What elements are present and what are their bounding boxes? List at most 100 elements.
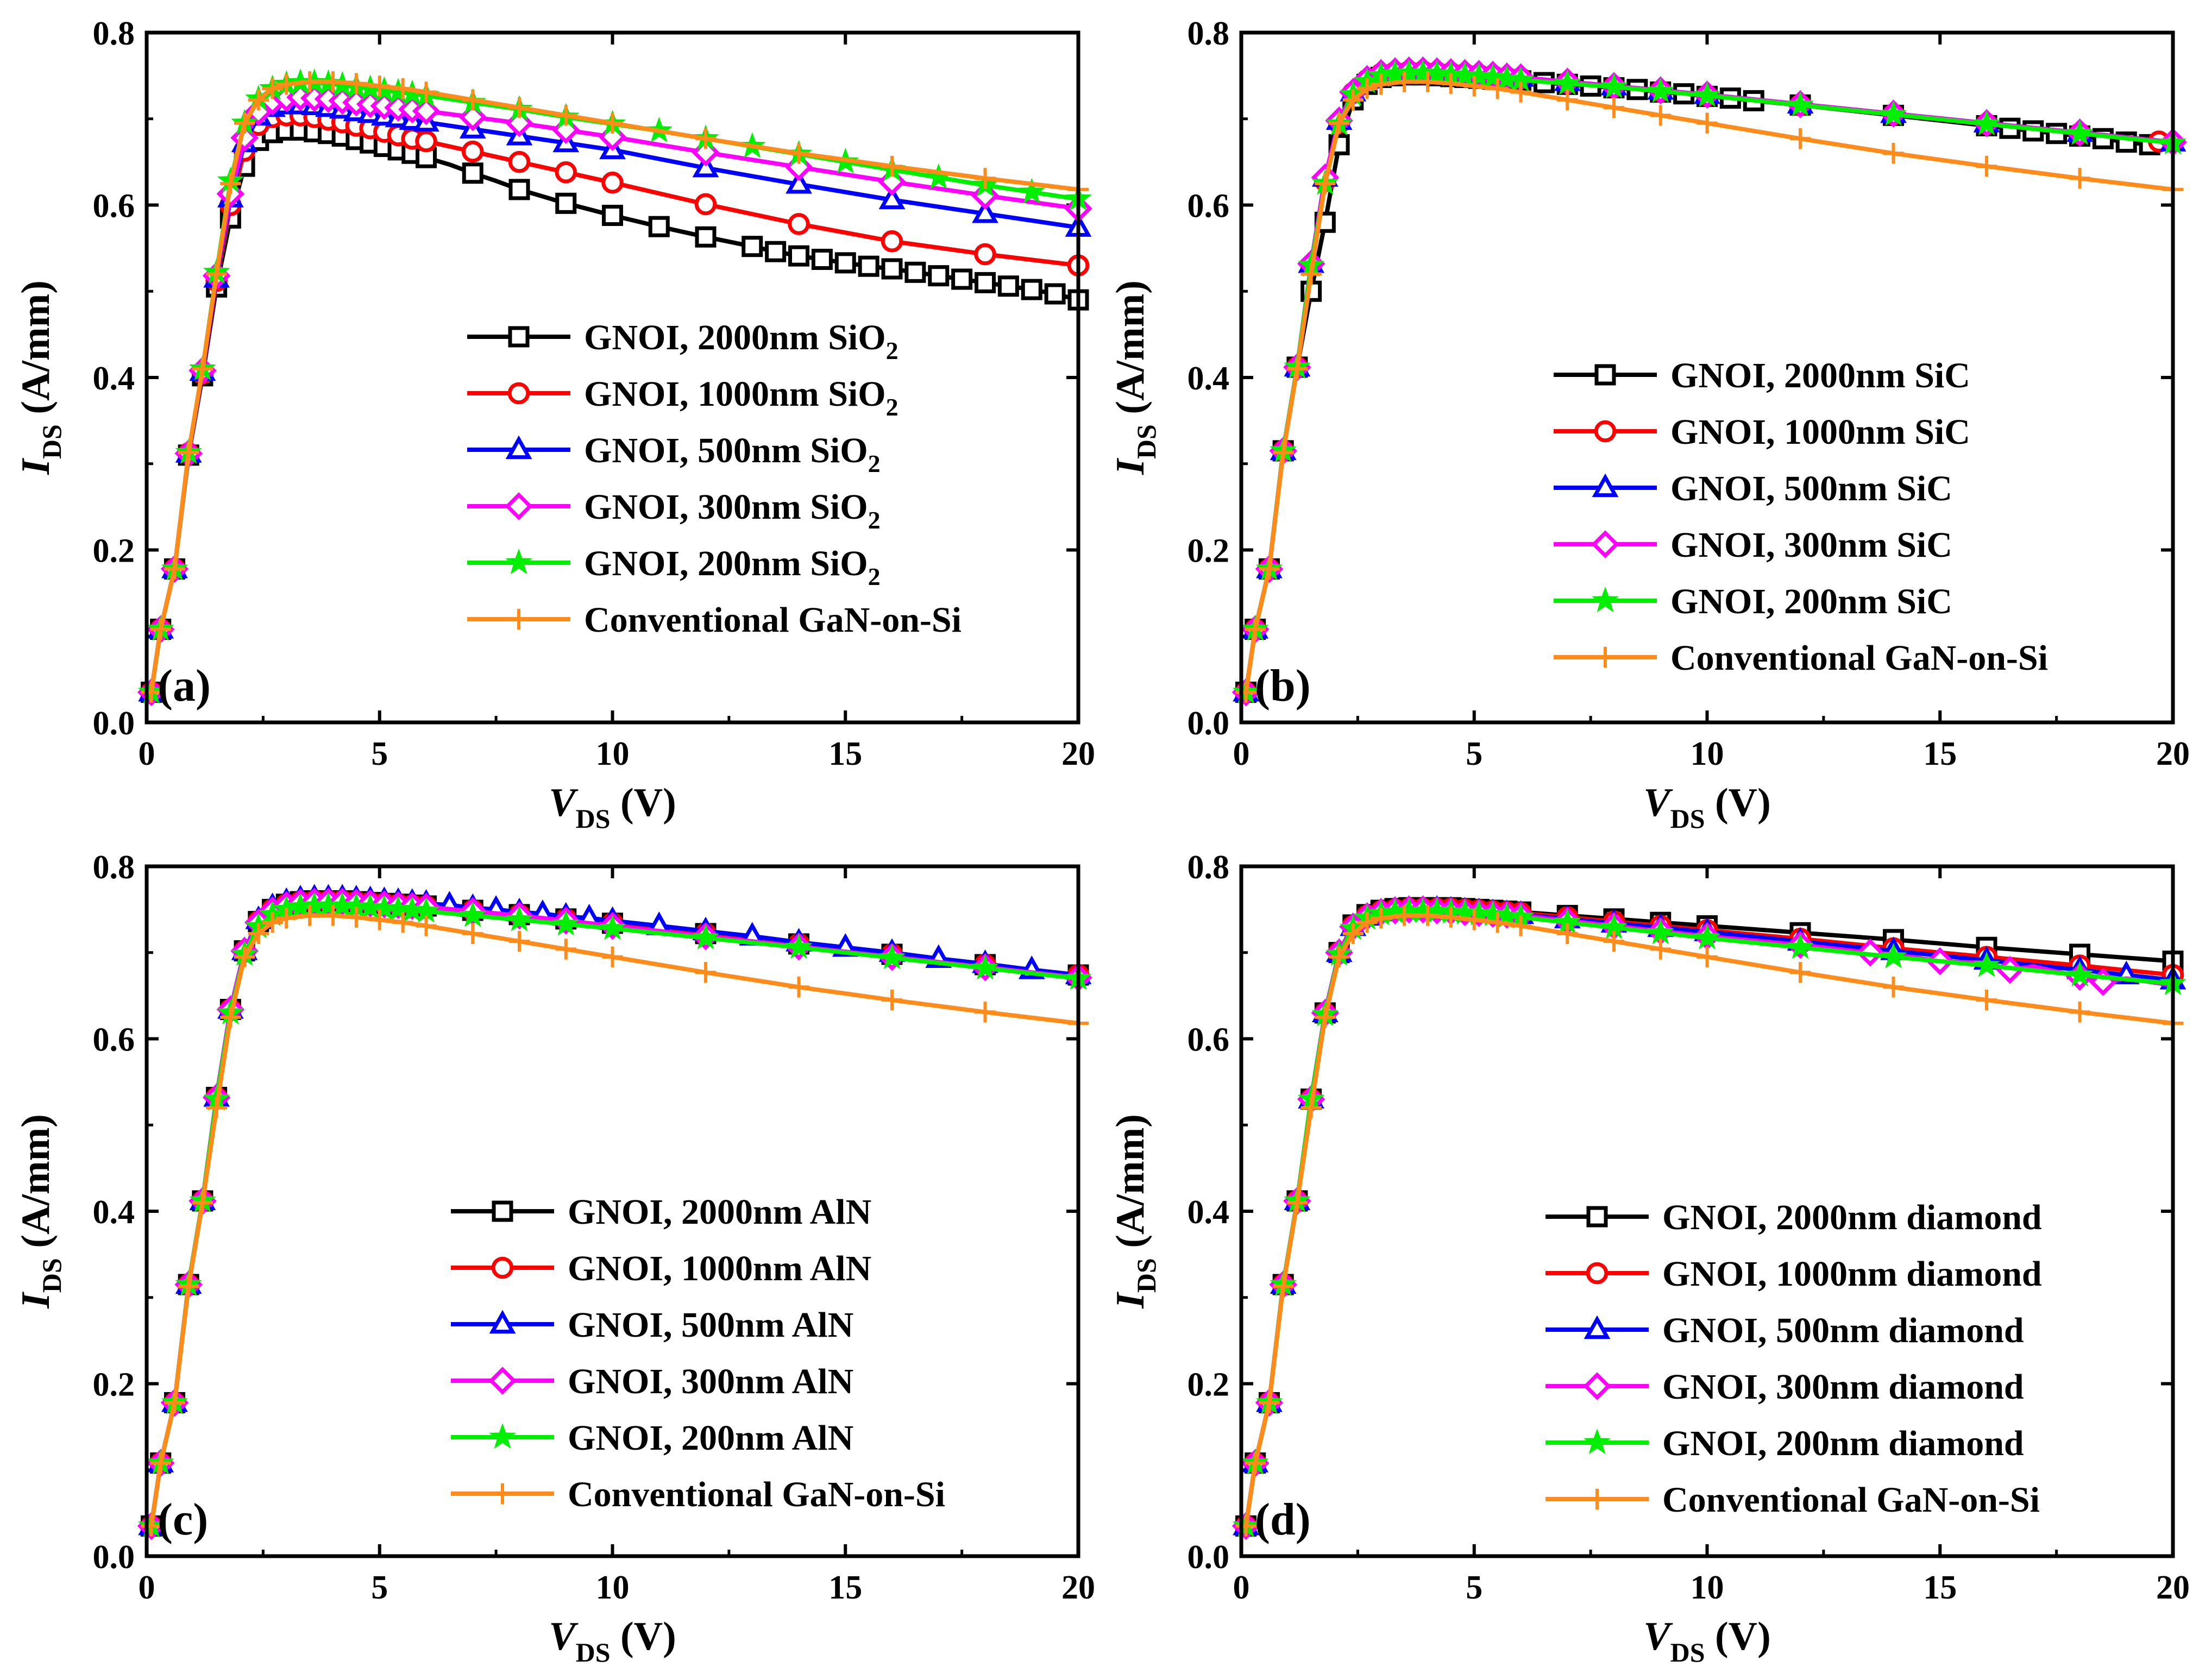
legend-marker <box>488 1367 517 1395</box>
legend-label: GNOI, 2000nm AlN <box>568 1192 871 1232</box>
data-point <box>1600 72 1628 99</box>
legend-label-main: Conventional GaN-on-Si <box>568 1475 945 1514</box>
data-point <box>602 946 623 967</box>
legend-label-sub: 2 <box>868 450 881 477</box>
data-point <box>1272 1275 1294 1297</box>
data-point <box>692 153 719 178</box>
x-tick-label: 0 <box>139 735 155 772</box>
data-point <box>972 199 998 223</box>
data-point <box>1487 78 1508 99</box>
data-point <box>1259 558 1280 580</box>
data-point <box>1440 73 1462 94</box>
x-axis-title-main: V <box>549 781 579 825</box>
y-axis-title-unit: (A/mm) <box>14 1114 58 1258</box>
legend-entry: GNOI, 1000nm AlN <box>451 1249 871 1288</box>
x-axis-title: VDS (V) <box>549 1614 676 1668</box>
data-point <box>975 168 996 189</box>
y-tick-label: 0.0 <box>1188 705 1230 742</box>
legend-entry: GNOI, 500nm SiO2 <box>467 431 881 477</box>
data-point <box>881 258 903 280</box>
data-point <box>462 923 483 945</box>
data-point <box>2069 168 2090 189</box>
y-tick-label: 0.6 <box>1188 188 1230 225</box>
legend-label-main: GNOI, 1000nm AlN <box>568 1249 871 1288</box>
data-point <box>997 275 1019 297</box>
x-tick-label: 10 <box>596 735 630 772</box>
legend-entry: GNOI, 2000nm diamond <box>1545 1198 2042 1237</box>
y-axis-title: IDS (A/mm) <box>14 1114 67 1309</box>
data-point <box>695 128 717 149</box>
x-tick-label: 20 <box>2156 735 2190 772</box>
data-point <box>1557 923 1578 945</box>
data-point <box>1479 63 1506 89</box>
data-point <box>508 930 530 952</box>
data-point <box>602 112 623 134</box>
legend-marker <box>489 1423 516 1449</box>
x-tick-label: 0 <box>1233 1569 1250 1606</box>
data-point <box>975 1002 996 1023</box>
data-point <box>811 249 833 270</box>
series-5 <box>141 71 1089 703</box>
y-axis-title: IDS (A/mm) <box>14 280 67 475</box>
data-point <box>164 558 185 580</box>
panel-label: (c) <box>158 1494 208 1545</box>
data-point <box>788 143 809 164</box>
plot-frame <box>144 864 1080 1558</box>
x-tick-label: 5 <box>371 735 388 772</box>
data-point <box>322 71 344 92</box>
legend-label: GNOI, 300nm SiO2 <box>584 487 881 534</box>
data-point <box>1697 112 1718 134</box>
legend-entry: Conventional GaN-on-Si <box>451 1475 945 1514</box>
data-point <box>878 167 906 196</box>
legend-label-main: GNOI, 200nm diamond <box>1662 1424 2024 1463</box>
data-point <box>392 911 413 933</box>
data-point <box>1647 918 1674 945</box>
data-point <box>299 905 321 926</box>
data-point <box>1787 91 1814 117</box>
data-point <box>858 255 879 277</box>
y-tick-label: 0.4 <box>1188 360 1230 397</box>
data-point <box>1976 155 1997 177</box>
data-point <box>2115 131 2137 153</box>
series-line <box>1243 913 2173 1526</box>
y-tick-label: 0.6 <box>1188 1022 1230 1059</box>
data-point <box>881 230 903 253</box>
legend-label-main: GNOI, 2000nm SiO <box>584 318 886 357</box>
data-point <box>1973 951 2000 977</box>
legend-label-main: GNOI, 300nm AlN <box>568 1362 853 1401</box>
data-point <box>1245 619 1266 640</box>
x-axis-title-unit: (V) <box>1705 781 1771 825</box>
legend-label: GNOI, 200nm SiC <box>1670 582 1952 621</box>
panel-label: (d) <box>1255 1494 1311 1545</box>
legend-marker <box>508 608 530 630</box>
data-point <box>1315 173 1336 194</box>
legend-marker <box>1584 1428 1611 1455</box>
legend: GNOI, 2000nm SiC GNOI, 1000nm SiC GNOI, 50… <box>1554 356 2048 678</box>
data-point <box>599 914 626 940</box>
data-point <box>648 216 670 237</box>
legend-entry: Conventional GaN-on-Si <box>467 600 962 640</box>
legend-label-sub: 2 <box>868 506 881 534</box>
data-point <box>555 161 577 184</box>
series-5 <box>141 905 1089 1537</box>
y-tick-label: 0.0 <box>93 705 135 742</box>
data-point <box>785 933 813 959</box>
legend-label: GNOI, 200nm SiO2 <box>584 544 881 590</box>
legend-marker <box>1586 1206 1608 1228</box>
y-tick-label: 0.0 <box>93 1539 135 1576</box>
data-point <box>1603 930 1625 952</box>
x-tick-label: 15 <box>828 1569 862 1606</box>
data-point <box>971 181 1000 210</box>
data-point <box>1440 907 1462 928</box>
legend-entry: GNOI, 1000nm diamond <box>1545 1254 2042 1294</box>
data-point <box>2066 960 2094 987</box>
x-tick-label: 20 <box>1061 1569 1095 1606</box>
legend-label-main: Conventional GaN-on-Si <box>1670 638 2048 678</box>
y-axis-title-main: I <box>14 458 58 475</box>
legend-entry: GNOI, 200nm diamond <box>1545 1424 2024 1463</box>
data-point <box>369 909 390 930</box>
data-point <box>248 923 269 945</box>
series-line <box>1243 79 2173 693</box>
legend-label-main: GNOI, 2000nm diamond <box>1662 1198 2042 1237</box>
